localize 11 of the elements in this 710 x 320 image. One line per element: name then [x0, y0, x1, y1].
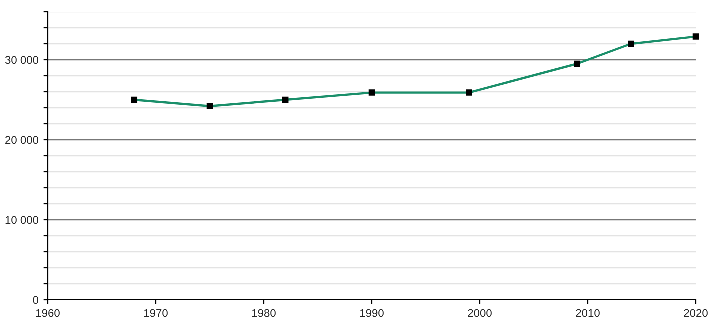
x-tick-label: 1990 [360, 309, 384, 318]
x-tick-label: 1980 [252, 309, 276, 318]
x-tick-label: 2000 [468, 309, 492, 318]
x-tick-label: 1970 [144, 309, 168, 318]
y-tick-label: 0 [33, 296, 39, 304]
x-tick-label: 2020 [684, 309, 708, 318]
y-tick-label: 10 000 [6, 216, 39, 224]
x-tick-label: 1960 [36, 309, 60, 318]
y-tick-label: 20 000 [6, 136, 39, 144]
x-tick-label: 2010 [576, 309, 600, 318]
y-tick-label: 30 000 [5, 56, 39, 64]
